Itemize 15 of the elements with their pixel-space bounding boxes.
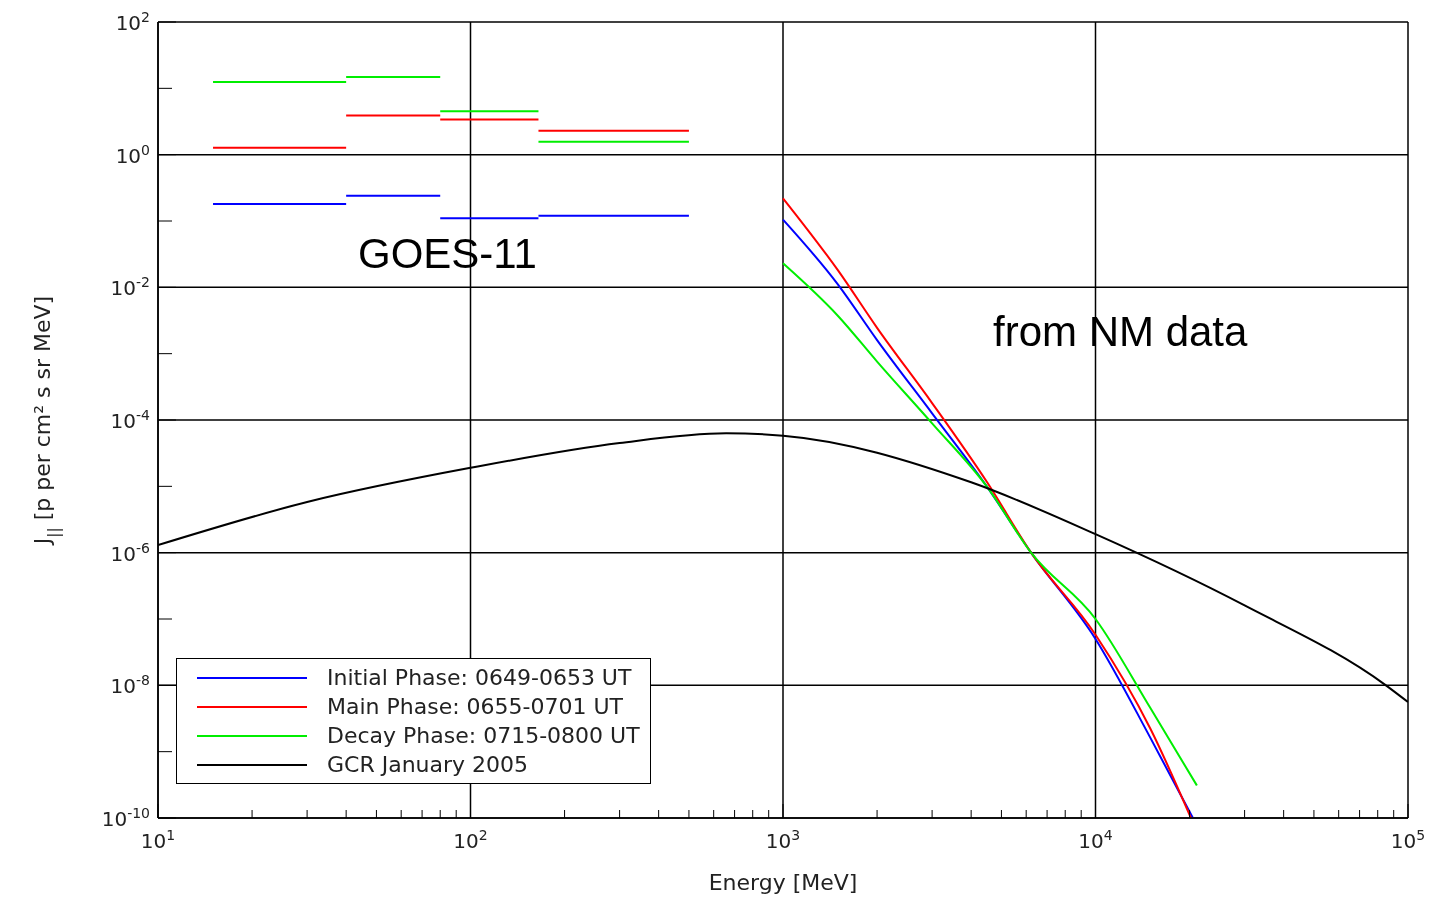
y-tick-label: 10$^{-2}$ [110, 274, 150, 301]
y-tick-label: 10$^{2}$ [115, 9, 150, 35]
legend-label: Decay Phase: 0715-0800 UT [327, 722, 640, 750]
legend-label: Main Phase: 0655-0701 UT [327, 693, 624, 721]
y-tick-label: 10$^{-6}$ [110, 539, 151, 566]
x-tick-label: 10$^{2}$ [453, 827, 488, 853]
x-tick-label: 10$^{4}$ [1078, 827, 1113, 853]
x-tick-label: 10$^{5}$ [1390, 827, 1426, 853]
legend-label: GCR January 2005 [327, 751, 529, 779]
y-tick-label: 10$^{-4}$ [110, 407, 151, 433]
x-axis-title: Energy [MeV] [708, 870, 858, 895]
y-tick-label: 10$^{-8}$ [110, 672, 150, 699]
y-tick-label: 10$^{0}$ [115, 141, 150, 168]
legend-label: Initial Phase: 0649-0653 UT [327, 664, 632, 692]
x-tick-label: 10$^{3}$ [765, 827, 801, 853]
